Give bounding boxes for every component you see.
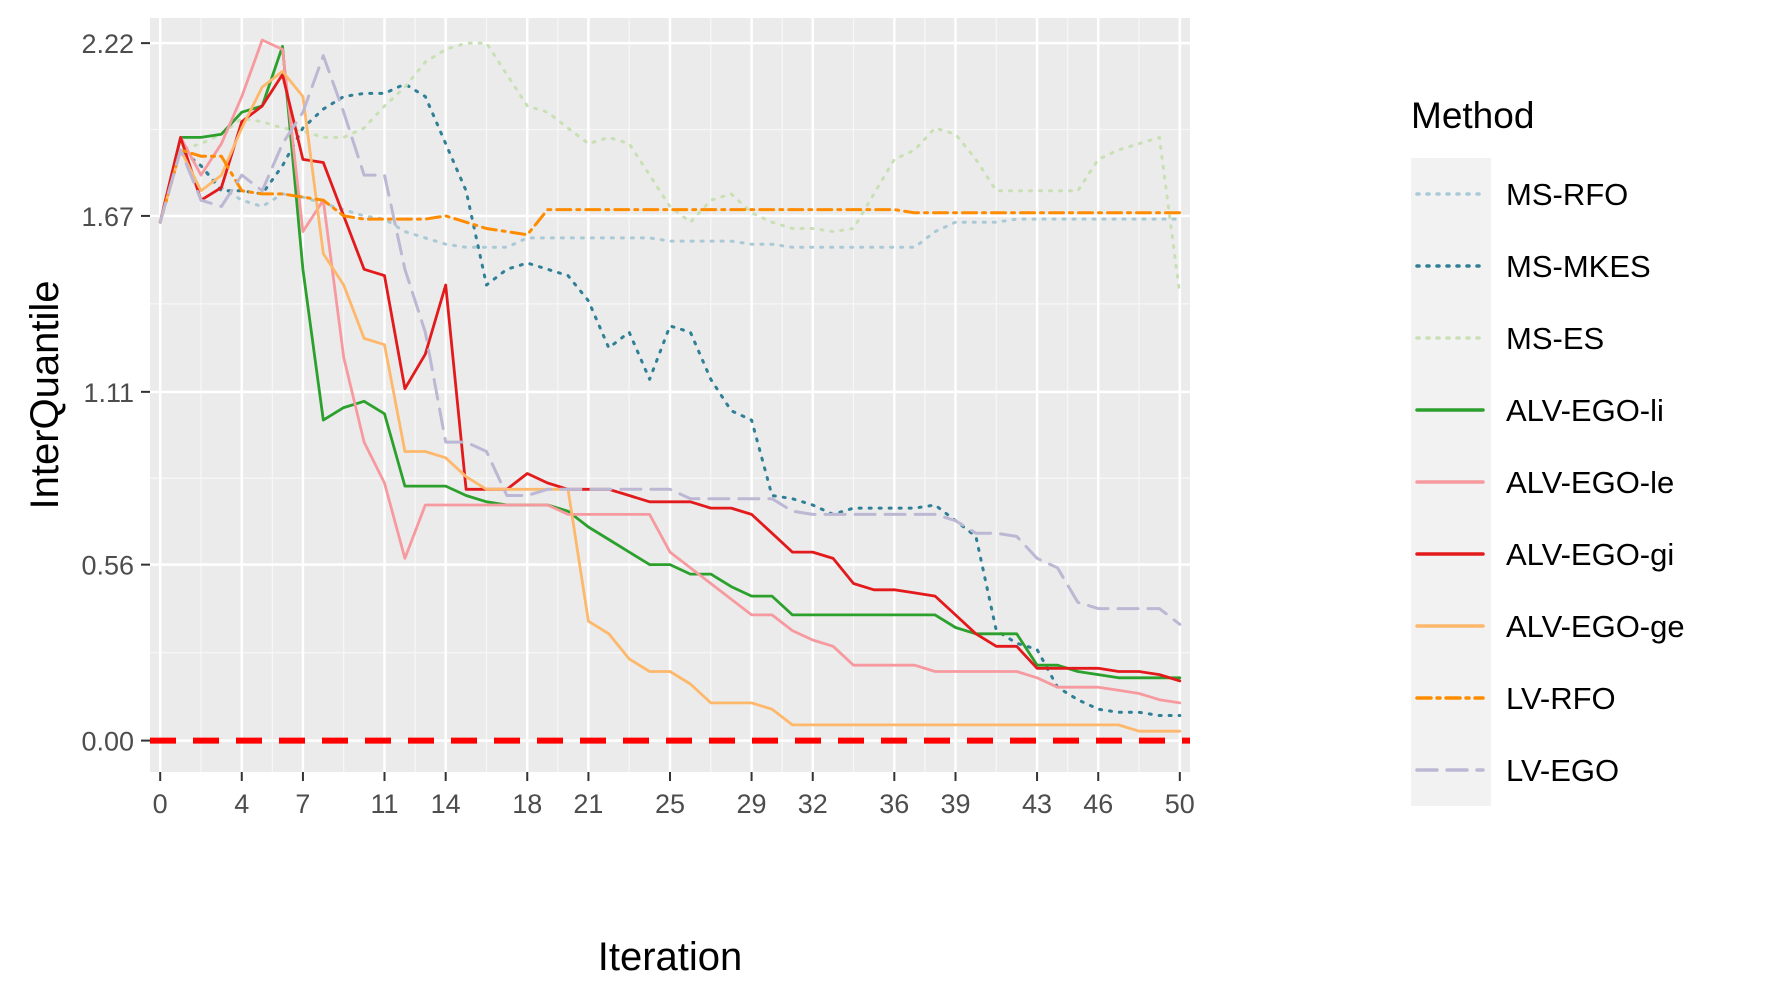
x-tick-label: 25 [655, 789, 685, 819]
series-line-alv-ego-li [158, 44, 1182, 680]
legend-item: LV-RFO [1415, 681, 1616, 716]
series-line-alv-ego-le [158, 38, 1182, 705]
legend-items: MS-RFO MS-MKES MS-ES ALV-EGO-li ALV-EGO-le AL… [1415, 177, 1685, 788]
legend-label: MS-RFO [1506, 177, 1628, 212]
legend-item: ALV-EGO-ge [1415, 609, 1685, 644]
y-tick-label: 0.56 [81, 551, 134, 581]
legend-label: ALV-EGO-ge [1506, 609, 1685, 644]
y-tick-label: 1.67 [81, 202, 134, 232]
legend-item: ALV-EGO-gi [1415, 537, 1674, 572]
y-tick-label: 2.22 [81, 29, 134, 59]
y-axis-title: InterQuantile [23, 280, 67, 509]
series-line-alv-ego-ge [158, 70, 1182, 733]
x-axis-ticks: 0 4 7 11 14 18 21 25 29 32 36 39 43 46 50 [153, 772, 1195, 819]
legend-label: MS-ES [1506, 321, 1604, 356]
legend-item: MS-RFO [1415, 177, 1628, 212]
y-axis-ticks: 0.00 0.56 1.11 1.67 2.22 [81, 29, 150, 757]
x-tick-label: 18 [512, 789, 542, 819]
x-tick-label: 29 [737, 789, 767, 819]
x-tick-label: 4 [234, 789, 249, 819]
x-tick-label: 50 [1165, 789, 1195, 819]
x-axis-title: Iteration [598, 935, 743, 979]
series-line-ms-es [158, 41, 1182, 296]
x-tick-label: 21 [573, 789, 603, 819]
x-tick-label: 46 [1083, 789, 1113, 819]
legend-item: LV-EGO [1415, 753, 1619, 788]
x-tick-label: 0 [153, 789, 168, 819]
series-line-ms-rfo [158, 148, 1182, 249]
legend-item: MS-ES [1415, 321, 1604, 356]
x-tick-label: 32 [798, 789, 828, 819]
x-tick-label: 14 [431, 789, 461, 819]
legend-label: ALV-EGO-li [1506, 393, 1664, 428]
series-line-ms-mkes [158, 82, 1182, 717]
series-line-alv-ego-gi [158, 73, 1182, 683]
legend-item: MS-MKES [1415, 249, 1651, 284]
series-line-lv-ego [158, 54, 1182, 626]
x-tick-label: 43 [1022, 789, 1052, 819]
legend-label: LV-EGO [1506, 753, 1619, 788]
major-gridlines [150, 18, 1190, 772]
legend-label: LV-RFO [1506, 681, 1616, 716]
x-tick-label: 36 [879, 789, 909, 819]
legend-item: ALV-EGO-le [1415, 465, 1674, 500]
legend-label: ALV-EGO-gi [1506, 537, 1674, 572]
minor-gridlines [150, 18, 1190, 772]
legend: Method MS-RFO MS-MKES MS-ES ALV-EGO-li ALV-E… [1411, 95, 1685, 806]
x-tick-label: 7 [295, 789, 310, 819]
x-tick-label: 39 [940, 789, 970, 819]
x-tick-label: 11 [370, 789, 398, 819]
y-tick-label: 0.00 [81, 727, 134, 757]
y-tick-label: 1.11 [83, 378, 134, 408]
legend-item: ALV-EGO-li [1415, 393, 1664, 428]
legend-title: Method [1411, 95, 1534, 136]
series-lines [158, 38, 1182, 733]
legend-label: MS-MKES [1506, 249, 1651, 284]
legend-label: ALV-EGO-le [1506, 465, 1674, 500]
